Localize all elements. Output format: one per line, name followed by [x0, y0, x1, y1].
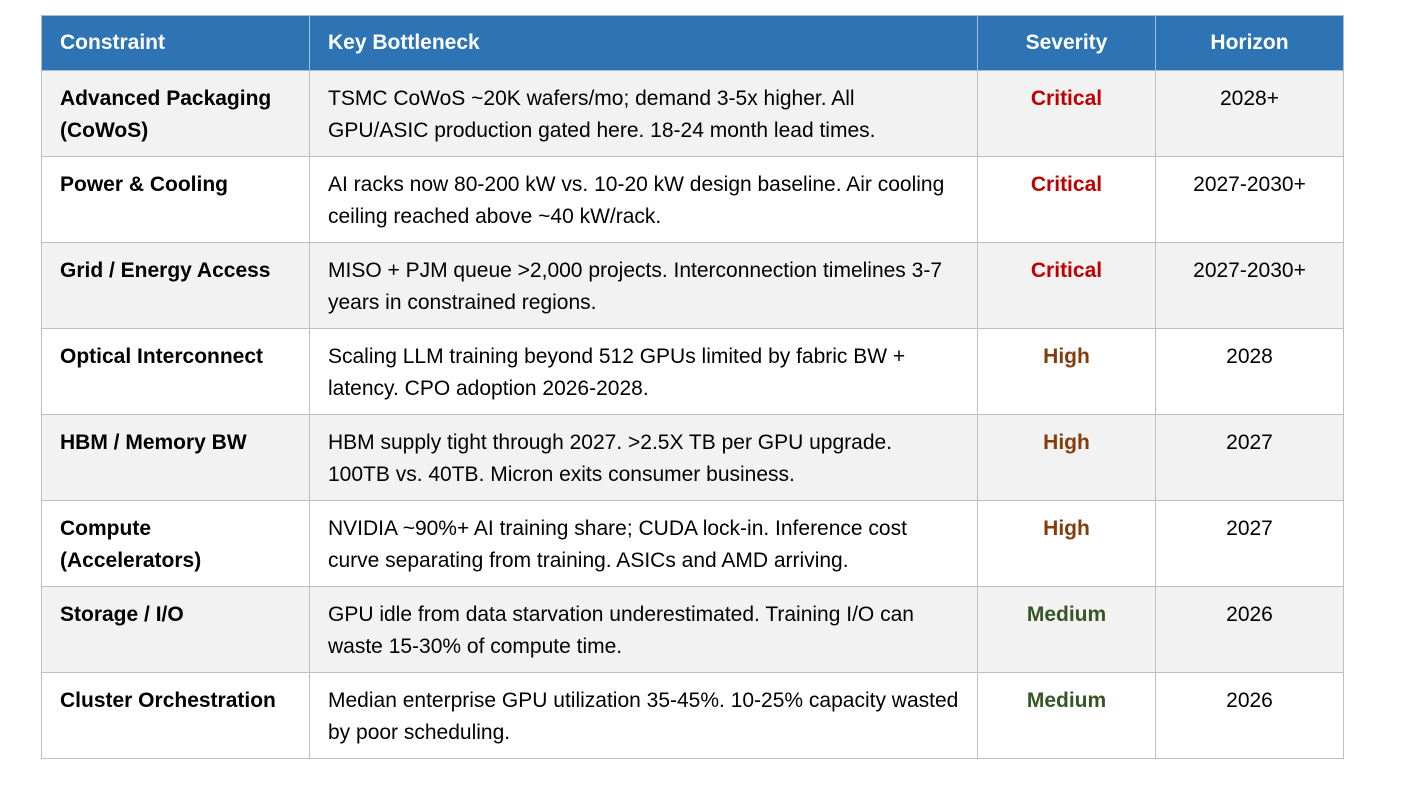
- constraint-cell: Cluster Orchestration: [41, 672, 310, 759]
- bottleneck-cell: Median enterprise GPU utilization 35-45%…: [309, 672, 978, 759]
- bottleneck-cell: TSMC CoWoS ~20K wafers/mo; demand 3-5x h…: [309, 70, 978, 157]
- table-row: Power & Cooling AI racks now 80-200 kW v…: [41, 156, 1344, 243]
- severity-cell: Medium: [977, 586, 1156, 673]
- table-row: Cluster Orchestration Median enterprise …: [41, 672, 1344, 759]
- horizon-cell: 2026: [1155, 586, 1344, 673]
- table-row: Storage / I/O GPU idle from data starvat…: [41, 586, 1344, 673]
- bottleneck-cell: MISO + PJM queue >2,000 projects. Interc…: [309, 242, 978, 329]
- table-header-row: Constraint Key Bottleneck Severity Horiz…: [41, 15, 1344, 71]
- table-row: Compute (Accelerators) NVIDIA ~90%+ AI t…: [41, 500, 1344, 587]
- constraint-cell: Compute (Accelerators): [41, 500, 310, 587]
- horizon-cell: 2027: [1155, 500, 1344, 587]
- bottleneck-cell: GPU idle from data starvation underestim…: [309, 586, 978, 673]
- constraint-cell: Advanced Packaging (CoWoS): [41, 70, 310, 157]
- horizon-cell: 2026: [1155, 672, 1344, 759]
- header-severity: Severity: [977, 15, 1156, 71]
- horizon-cell: 2027: [1155, 414, 1344, 501]
- horizon-cell: 2028+: [1155, 70, 1344, 157]
- horizon-cell: 2027-2030+: [1155, 242, 1344, 329]
- constraint-cell: HBM / Memory BW: [41, 414, 310, 501]
- constraints-table-wrapper: Constraint Key Bottleneck Severity Horiz…: [41, 15, 1344, 759]
- severity-cell: Critical: [977, 156, 1156, 243]
- bottleneck-cell: Scaling LLM training beyond 512 GPUs lim…: [309, 328, 978, 415]
- bottleneck-cell: NVIDIA ~90%+ AI training share; CUDA loc…: [309, 500, 978, 587]
- table-row: Optical Interconnect Scaling LLM trainin…: [41, 328, 1344, 415]
- horizon-cell: 2028: [1155, 328, 1344, 415]
- severity-cell: Critical: [977, 242, 1156, 329]
- header-constraint: Constraint: [41, 15, 310, 71]
- bottleneck-cell: HBM supply tight through 2027. >2.5X TB …: [309, 414, 978, 501]
- constraint-cell: Storage / I/O: [41, 586, 310, 673]
- severity-cell: High: [977, 328, 1156, 415]
- constraints-table: Constraint Key Bottleneck Severity Horiz…: [41, 15, 1344, 759]
- constraint-cell: Grid / Energy Access: [41, 242, 310, 329]
- severity-cell: High: [977, 500, 1156, 587]
- severity-cell: Critical: [977, 70, 1156, 157]
- constraint-cell: Power & Cooling: [41, 156, 310, 243]
- table-row: Grid / Energy Access MISO + PJM queue >2…: [41, 242, 1344, 329]
- bottleneck-cell: AI racks now 80-200 kW vs. 10-20 kW desi…: [309, 156, 978, 243]
- header-horizon: Horizon: [1155, 15, 1344, 71]
- table-row: Advanced Packaging (CoWoS) TSMC CoWoS ~2…: [41, 70, 1344, 157]
- constraint-cell: Optical Interconnect: [41, 328, 310, 415]
- header-key-bottleneck: Key Bottleneck: [309, 15, 978, 71]
- severity-cell: Medium: [977, 672, 1156, 759]
- table-row: HBM / Memory BW HBM supply tight through…: [41, 414, 1344, 501]
- horizon-cell: 2027-2030+: [1155, 156, 1344, 243]
- severity-cell: High: [977, 414, 1156, 501]
